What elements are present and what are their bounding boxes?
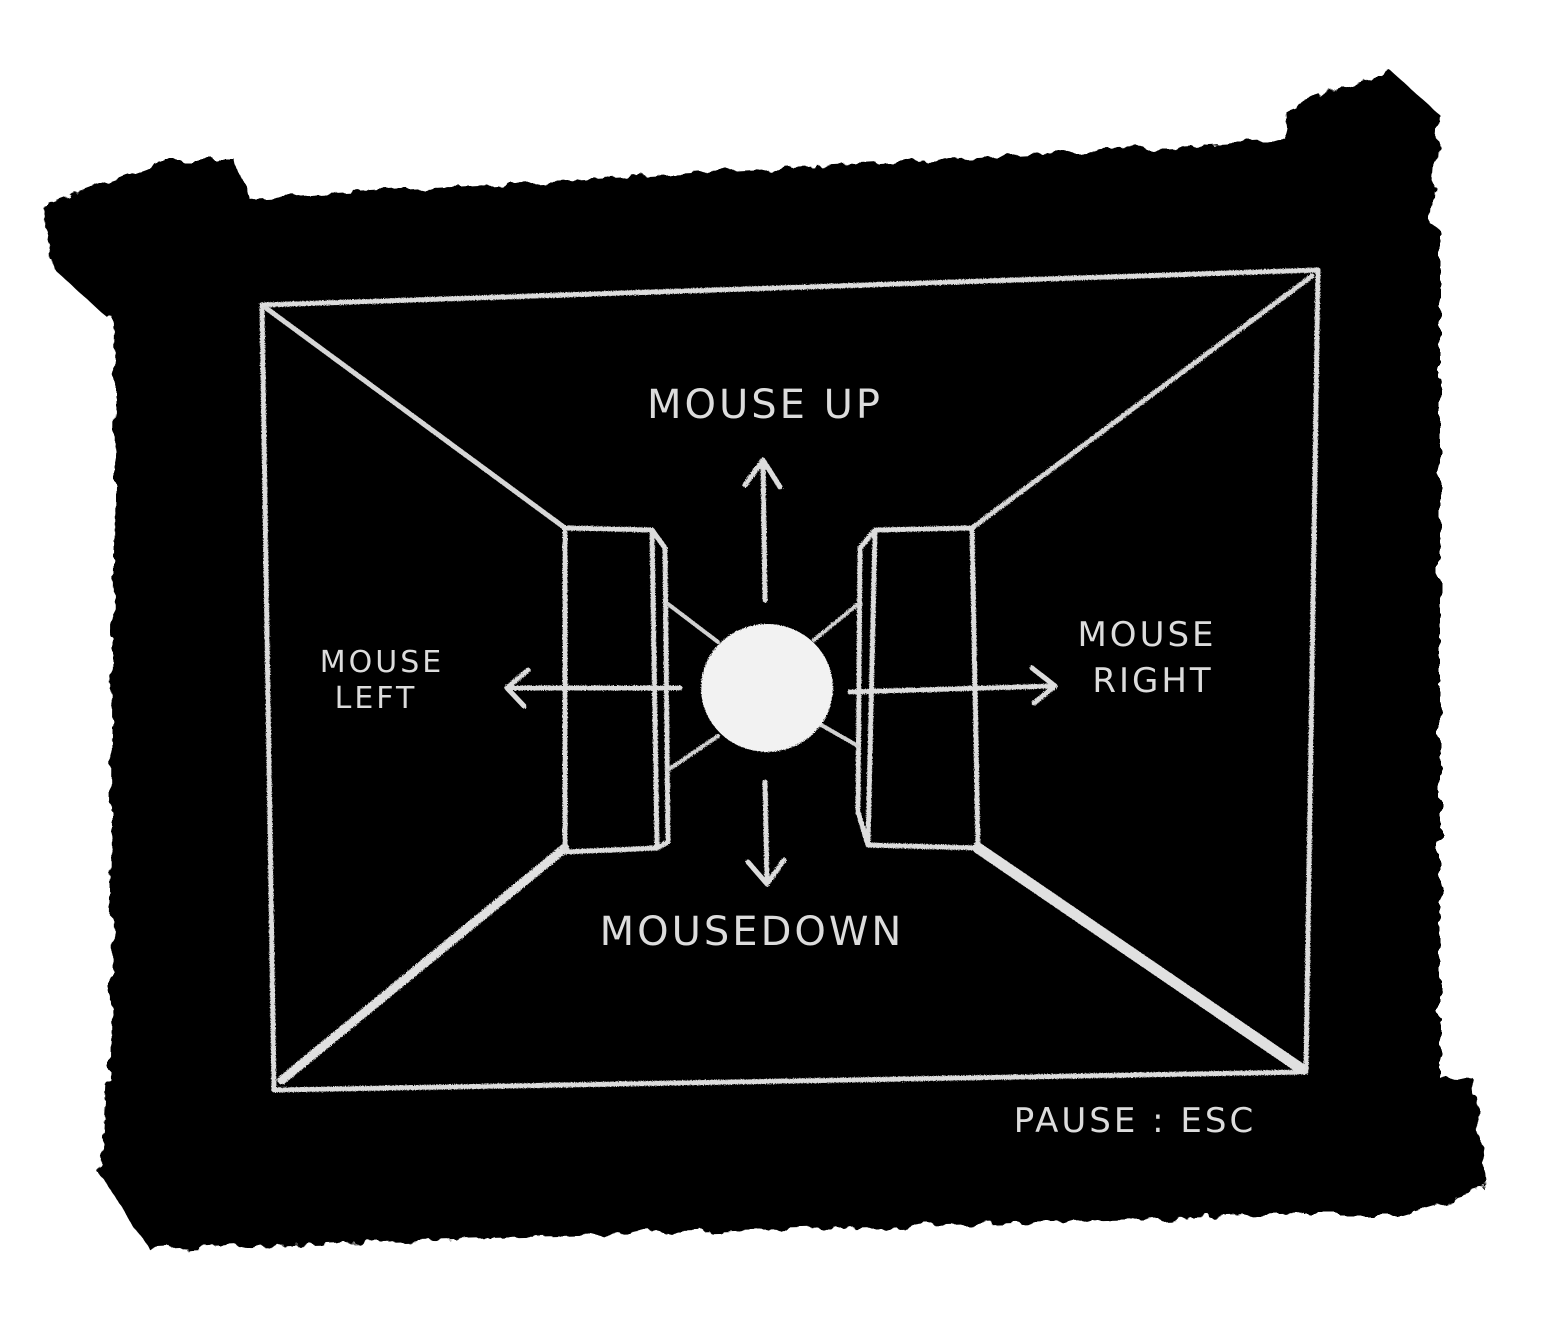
viewport-frame [259,267,1321,1093]
chalk-drawing [259,267,1321,1093]
tape-top-left [40,160,255,320]
ball [701,624,833,752]
mouse-left-label-line2: LEFT [335,681,418,716]
tape-bottom-left [100,1075,285,1250]
tape-bottom-right [1300,1070,1485,1215]
mouse-down-label: MOUSEDOWN [600,909,905,955]
arrow-up-icon [742,457,783,603]
mouse-right-label-line1: MOUSE [1077,615,1216,655]
mouse-up-label: MOUSE UP [647,382,883,428]
left-paddle [562,525,671,855]
ball-link-lower-right [814,720,860,748]
mouse-right-label-line2: RIGHT [1092,661,1213,701]
right-paddle [855,525,981,851]
arrow-left-icon [504,667,683,709]
corridor-line-bottom-left [277,843,570,1085]
ball-link-upper-left [666,602,720,644]
corridor-line-bottom-right [972,842,1306,1074]
arrow-right-icon [847,665,1058,706]
control-labels: MOUSE UP MOUSEDOWN MOUSE LEFT MOUSE RIGH… [320,382,1256,1141]
pause-hint: PAUSE : ESC [1014,1101,1256,1141]
tape-top-right [1285,70,1440,260]
corridor-line-top-right [969,273,1315,531]
corridor-line-top-left [263,305,568,531]
mouse-left-label-line1: MOUSE [320,645,444,680]
arrow-down-icon [745,779,787,887]
ball-link-upper-right [812,602,860,642]
ball-link-lower-left [666,734,720,772]
